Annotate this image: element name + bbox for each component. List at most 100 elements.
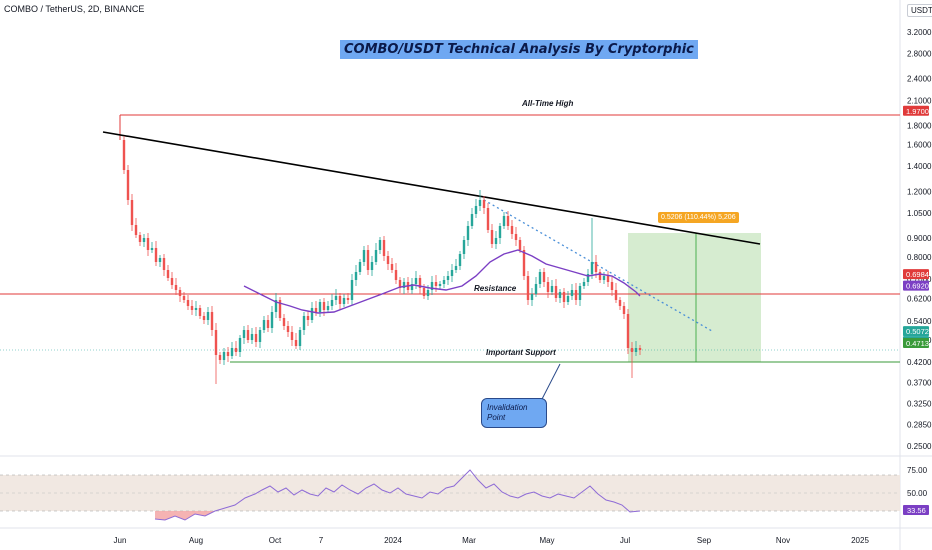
candle-body: [614, 290, 618, 300]
candle-body: [538, 272, 542, 284]
candle-body: [182, 296, 186, 300]
candle-body: [610, 282, 614, 290]
candle-body: [386, 256, 390, 264]
price-tick-4: 1.8000: [907, 121, 932, 130]
candle-body: [598, 272, 602, 280]
price-tick-10: 0.8000: [907, 253, 932, 262]
candle-body: [378, 240, 382, 250]
time-axis: Jun Aug Oct 7 2024 Mar May Jul Sep Nov 2025: [114, 536, 870, 545]
time-tick-10: 2025: [851, 536, 869, 545]
candle-body: [374, 250, 378, 262]
time-tick-8: Sep: [697, 536, 712, 545]
dotted-trendline: [483, 199, 713, 332]
time-tick-3: 7: [319, 536, 324, 545]
candle-body: [454, 266, 458, 270]
candle-body: [258, 330, 262, 342]
candle-body: [350, 280, 354, 300]
candle-body: [246, 330, 250, 340]
invalidation-arrow: [539, 363, 561, 404]
price-tick-16: 0.3700: [907, 378, 932, 387]
candle-body: [466, 226, 470, 240]
candle-body: [346, 298, 350, 300]
candle-body: [486, 208, 490, 230]
candle-body: [622, 306, 626, 314]
candle-body: [218, 355, 222, 360]
candle-body: [242, 330, 246, 338]
candle-body: [634, 348, 638, 352]
candle-body: [518, 240, 522, 250]
time-tick-2: Oct: [269, 536, 282, 545]
candle-body: [338, 296, 342, 304]
candle-body: [154, 248, 158, 262]
time-tick-4: 2024: [384, 536, 402, 545]
price-tick-3: 2.1000: [907, 96, 932, 105]
candle-body: [566, 296, 570, 302]
candle-body: [458, 254, 462, 266]
candle-body: [278, 300, 282, 318]
candle-body: [174, 285, 178, 290]
candle-body: [434, 282, 438, 286]
candle-body: [550, 286, 554, 292]
candle-body: [438, 284, 442, 286]
candle-body: [326, 306, 330, 310]
candle-body: [130, 200, 134, 225]
candles-group: [122, 136, 642, 384]
price-tag-1: 0.6984: [906, 270, 929, 279]
candle-body: [366, 250, 370, 270]
candle-body: [498, 226, 502, 238]
target-measure-label: 0.5206 (110.44%) 5,206: [658, 212, 739, 223]
rsi-line: [154, 469, 641, 521]
candle-body: [334, 296, 338, 300]
rsi-tick-1: 50.00: [907, 489, 928, 498]
main-pane: [0, 0, 900, 455]
candle-body: [230, 348, 234, 356]
price-tag-5: 0.4713: [906, 339, 929, 348]
chart-title: COMBO/USDT Technical Analysis By Cryptor…: [340, 40, 698, 59]
candle-body: [410, 284, 414, 290]
candle-body: [402, 282, 406, 288]
candle-body: [138, 235, 142, 242]
candle-body: [306, 316, 310, 320]
candle-body: [542, 272, 546, 282]
price-tick-18: 0.2850: [907, 421, 932, 430]
candle-body: [562, 292, 566, 302]
candle-body: [494, 238, 498, 244]
currency-label[interactable]: USDT: [907, 4, 932, 17]
candle-body: [206, 312, 210, 320]
time-tick-5: Mar: [462, 536, 476, 545]
price-tag-bg-1: [903, 269, 929, 280]
candle-body: [186, 300, 190, 306]
candle-body: [266, 320, 270, 328]
resistance-label: Resistance: [474, 284, 517, 293]
price-tick-0: 3.2000: [907, 28, 932, 37]
price-tick-17: 0.3250: [907, 399, 932, 408]
candle-body: [422, 288, 426, 296]
candle-body: [478, 200, 482, 206]
symbol-label: COMBO / TetherUS, 2D, BINANCE: [4, 4, 145, 14]
candle-body: [626, 314, 630, 348]
candle-body: [474, 206, 478, 214]
candle-body: [450, 270, 454, 276]
target-zone: [628, 233, 761, 362]
invalidation-callout: Invalidation Point: [481, 398, 547, 428]
candle-body: [170, 278, 174, 285]
price-tick-9: 0.9000: [907, 234, 932, 243]
candle-body: [446, 276, 450, 280]
candle-body: [162, 258, 166, 270]
price-tag-bg-3: [903, 326, 929, 337]
price-tick-6: 1.4000: [907, 162, 932, 171]
price-tag-2: 0.6920: [906, 282, 929, 291]
candle-body: [178, 290, 182, 296]
candle-body: [354, 272, 358, 280]
price-tick-2: 2.4000: [907, 75, 932, 84]
candle-body: [150, 248, 154, 250]
candle-body: [398, 280, 402, 288]
candle-body: [506, 216, 510, 226]
candle-body: [302, 316, 306, 330]
price-axis: 3.2000 2.8000 2.4000 2.1000 1.8000 1.6000 1.40…: [907, 28, 932, 451]
candle-body: [582, 282, 586, 286]
candle-body: [534, 284, 538, 294]
candle-body: [226, 352, 230, 356]
candle-body: [194, 308, 198, 310]
